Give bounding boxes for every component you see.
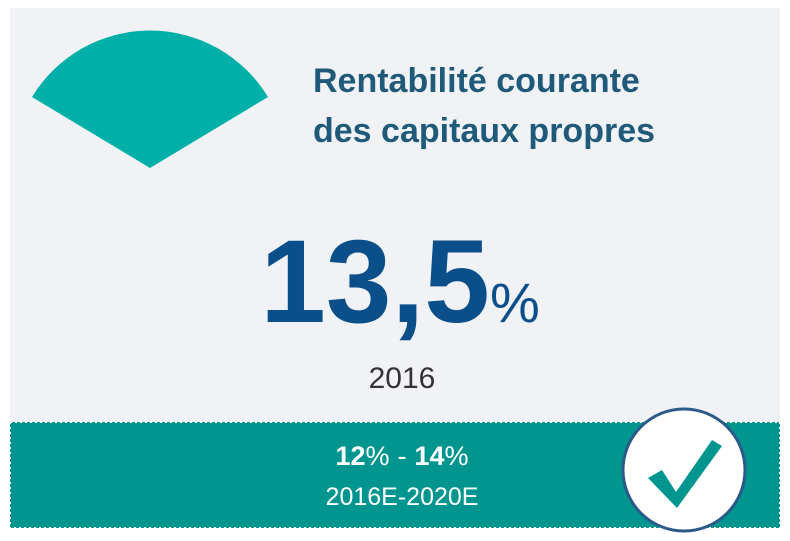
kpi-year: 2016 — [369, 362, 436, 395]
target-low: 12 — [335, 441, 365, 471]
target-high-unit: % — [445, 441, 469, 471]
target-separator: - — [398, 441, 407, 471]
kpi: 13,5% — [260, 216, 539, 348]
check-mark — [648, 440, 722, 508]
kpi-unit: % — [490, 271, 540, 334]
target-period: 2016E-2020E — [326, 483, 479, 511]
title-line: des capitaux propres — [313, 112, 655, 150]
kpi-value: 13,5 — [260, 216, 490, 348]
target-low-unit: % — [365, 441, 389, 471]
check-circle — [621, 407, 747, 533]
title-line: Rentabilité courante — [313, 62, 640, 100]
fan-icon — [32, 30, 268, 168]
target-high: 14 — [415, 441, 445, 471]
target-range: 12% -14% — [335, 441, 468, 471]
